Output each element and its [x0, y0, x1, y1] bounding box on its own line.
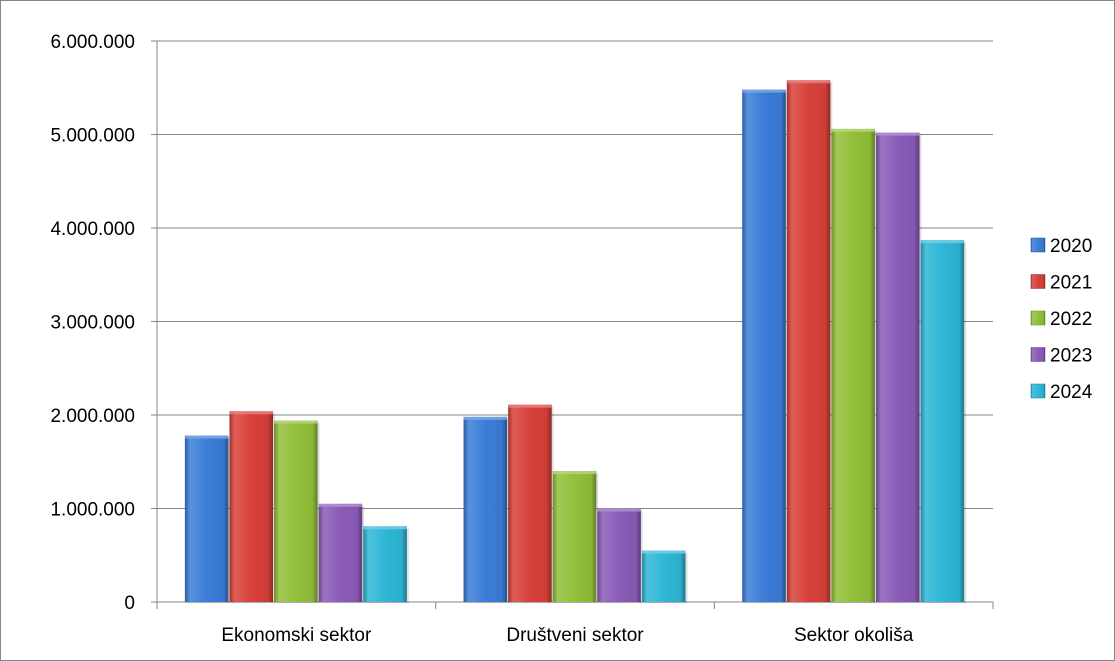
legend-label: 2024: [1050, 382, 1093, 403]
legend-label: 2021: [1050, 273, 1092, 294]
y-axis: 0 1.000.000 2.000.000 3.000.000 4.000.000 5.0…: [50, 32, 158, 614]
bar-2021: [508, 404, 554, 603]
x-category-label: Sektor okoliša: [794, 625, 914, 646]
bar-2020: [184, 435, 231, 603]
legend-item-2024: 2024: [1030, 382, 1093, 403]
legend-item-2023: 2023: [1030, 346, 1092, 367]
legend-swatch: [1030, 274, 1046, 289]
bar-2022: [552, 471, 599, 603]
legend-swatch: [1030, 310, 1046, 326]
y-tick-label: 0: [124, 593, 135, 614]
legend-label: 2023: [1050, 346, 1092, 367]
bar-2024: [641, 550, 688, 603]
y-tick-label: 6.000.000: [50, 32, 135, 53]
legend-swatch: [1030, 347, 1046, 362]
legend-swatch: [1030, 383, 1046, 399]
bars: [184, 80, 967, 604]
bar-2023: [318, 503, 365, 603]
bar-2023: [597, 508, 643, 603]
legend-item-2022: 2022: [1030, 309, 1092, 330]
bar-2024: [363, 526, 409, 603]
legend-label: 2022: [1050, 309, 1092, 330]
y-tick-label: 2.000.000: [50, 406, 135, 427]
legend-swatch: [1030, 237, 1046, 253]
x-category-label: Ekonomski sektor: [221, 625, 372, 646]
legend-item-2021: 2021: [1030, 273, 1092, 294]
legend-label: 2020: [1050, 236, 1092, 257]
bar-2020: [463, 416, 510, 603]
bar-2022: [831, 128, 877, 603]
x-axis: Ekonomski sektor Društveni sektor Sektor o…: [156, 601, 994, 646]
bar-2020: [742, 89, 788, 604]
y-tick-label: 3.000.000: [50, 313, 135, 334]
legend: 2020 2021 2022 2023 2024: [1030, 236, 1093, 403]
bar-2021: [229, 411, 276, 603]
bar-2022: [274, 420, 320, 603]
y-tick-label: 4.000.000: [50, 219, 135, 240]
y-tick-label: 1.000.000: [50, 500, 135, 521]
bar-2024: [920, 240, 967, 603]
bar-2023: [875, 132, 922, 603]
bar-2021: [786, 80, 833, 603]
x-category-label: Društveni sektor: [506, 625, 644, 646]
legend-item-2020: 2020: [1030, 236, 1092, 257]
y-tick-label: 5.000.000: [50, 126, 135, 147]
